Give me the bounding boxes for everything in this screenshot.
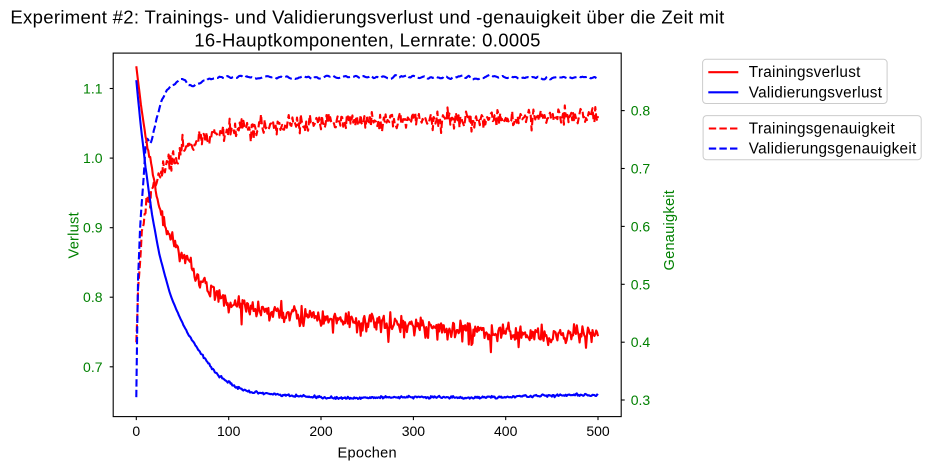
svg-text:Validierungsgenauigkeit: Validierungsgenauigkeit [749, 141, 917, 158]
svg-text:0.9: 0.9 [83, 220, 103, 236]
svg-text:300: 300 [402, 423, 426, 439]
svg-text:1.0: 1.0 [83, 150, 103, 166]
svg-text:16-Hauptkomponenten, Lernrate:: 16-Hauptkomponenten, Lernrate: 0.0005 [194, 29, 540, 50]
svg-text:0.4: 0.4 [631, 334, 651, 350]
svg-text:0.3: 0.3 [631, 392, 651, 408]
svg-text:500: 500 [586, 423, 610, 439]
svg-text:0.5: 0.5 [631, 276, 651, 292]
svg-text:Trainingsverlust: Trainingsverlust [749, 64, 861, 81]
svg-text:100: 100 [217, 423, 241, 439]
svg-text:Trainingsgenauigkeit: Trainingsgenauigkeit [749, 121, 896, 138]
svg-text:Genauigkeit: Genauigkeit [662, 190, 678, 271]
svg-text:0.7: 0.7 [631, 161, 651, 177]
svg-text:400: 400 [494, 423, 518, 439]
svg-text:Epochen: Epochen [338, 446, 397, 462]
svg-text:0.8: 0.8 [83, 289, 103, 305]
svg-text:Verlust: Verlust [67, 212, 83, 258]
svg-text:Experiment #2: Trainings- und: Experiment #2: Trainings- und Validierun… [10, 7, 724, 28]
svg-text:0.8: 0.8 [631, 103, 651, 119]
svg-text:0: 0 [132, 423, 140, 439]
svg-text:Validierungsverlust: Validierungsverlust [749, 84, 883, 101]
svg-text:0.7: 0.7 [83, 359, 103, 375]
svg-text:0.6: 0.6 [631, 218, 651, 234]
svg-text:200: 200 [309, 423, 333, 439]
svg-text:1.1: 1.1 [83, 81, 103, 97]
